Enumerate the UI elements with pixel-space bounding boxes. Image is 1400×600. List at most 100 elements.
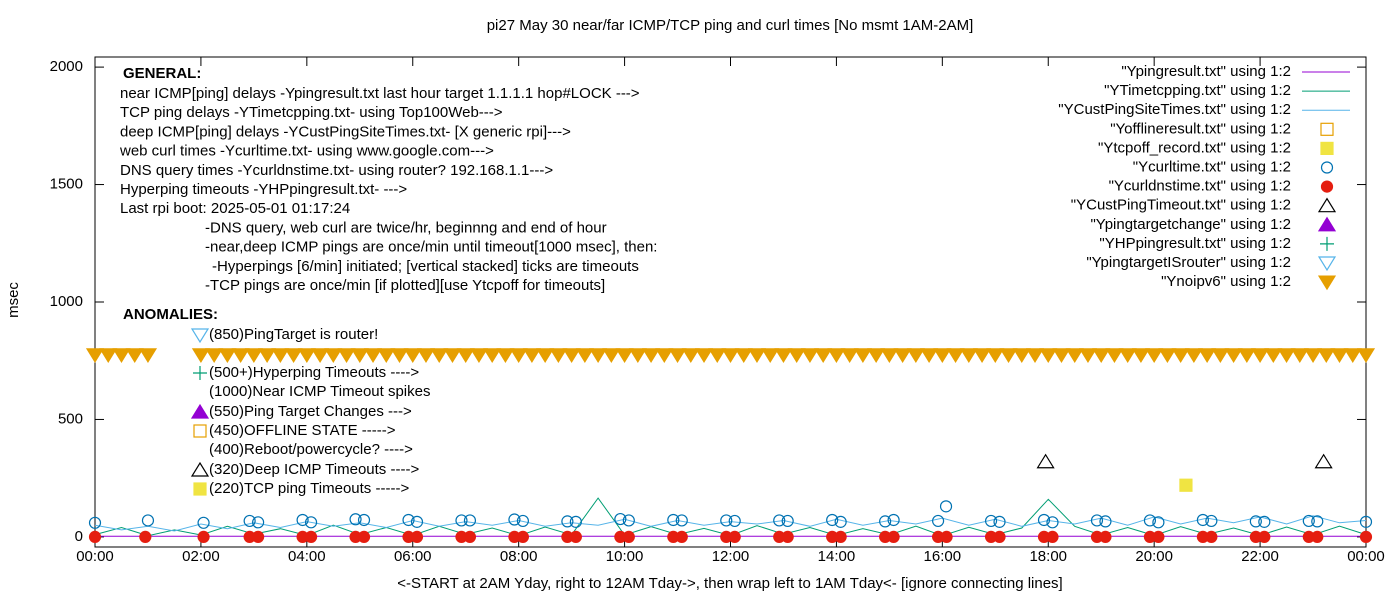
data-point: [310, 348, 330, 363]
data-point: [999, 348, 1018, 363]
data-point: [933, 348, 952, 363]
data-point: [1143, 514, 1157, 527]
x-tick-label: 20:00: [1135, 548, 1173, 565]
y-axis-label: msec: [5, 282, 22, 318]
data-point: [972, 348, 992, 363]
data-point: [443, 348, 462, 363]
data-point: [252, 516, 265, 529]
data-point: [853, 348, 872, 363]
data-point: [324, 348, 343, 363]
data-point: [569, 515, 582, 528]
anomaly-note: (550)Ping Target Changes --->: [209, 403, 412, 420]
data-point: [349, 513, 362, 526]
data-point: [1251, 348, 1270, 363]
data-point: [410, 515, 424, 528]
data-point: [675, 514, 688, 527]
legend-swatch: [1320, 161, 1334, 174]
data-point: [88, 516, 102, 529]
general-note: -TCP pings are once/min [if plotted][use…: [205, 277, 605, 294]
x-tick-label: 12:00: [712, 548, 750, 565]
data-point: [720, 514, 733, 527]
legend-swatch: [1317, 216, 1337, 232]
data-point: [761, 348, 780, 363]
data-point: [561, 515, 574, 528]
x-tick-label: 08:00: [500, 548, 538, 565]
data-point: [112, 348, 131, 363]
data-point: [231, 348, 250, 363]
data-point: [774, 348, 793, 363]
legend-swatch: [1320, 236, 1334, 251]
data-point: [708, 348, 727, 363]
legend-label: "YHPpingresult.txt" using 1:2: [1099, 235, 1291, 252]
data-point: [826, 513, 839, 527]
data-point: [667, 513, 680, 527]
data-point: [1099, 530, 1112, 543]
data-point: [1171, 348, 1190, 363]
data-point: [628, 348, 647, 363]
general-note: TCP ping delays -YTimetcpping.txt- using…: [120, 104, 503, 121]
y-tick-label: 500: [58, 410, 83, 427]
data-point: [1205, 514, 1218, 528]
data-point: [880, 348, 899, 363]
data-point: [1359, 530, 1373, 543]
data-point: [734, 348, 753, 363]
data-point: [536, 348, 555, 363]
data-point: [304, 530, 318, 543]
data-point: [456, 348, 475, 363]
data-point: [1314, 453, 1333, 469]
x-tick-label: 00:00: [1347, 548, 1385, 565]
x-tick-label: 00:00: [76, 548, 114, 565]
general-note: near ICMP[ping] delays -Ypingresult.txt …: [120, 85, 640, 102]
data-point: [773, 514, 786, 527]
data-point: [1277, 348, 1296, 363]
data-point: [1131, 348, 1151, 363]
data-point: [867, 348, 886, 363]
data-point: [357, 530, 371, 543]
general-note: deep ICMP[ping] delays -YCustPingSiteTim…: [120, 123, 571, 140]
data-point: [668, 348, 687, 363]
data-point: [191, 348, 210, 363]
data-point: [469, 348, 489, 363]
data-point: [377, 348, 396, 363]
data-point: [694, 348, 714, 363]
data-point: [993, 515, 1006, 528]
data-point: [721, 348, 740, 363]
data-point: [296, 513, 309, 527]
x-axis-label: <-START at 2AM Yday, right to 12AM Tday-…: [397, 575, 1062, 592]
data-point: [1065, 348, 1084, 363]
data-point: [463, 514, 477, 527]
data-point: [455, 514, 468, 527]
data-point: [403, 348, 422, 363]
data-point: [252, 530, 265, 543]
anomaly-note: (1000)Near ICMP Timeout spikes: [209, 383, 430, 400]
data-point: [1311, 530, 1324, 543]
data-point: [357, 513, 371, 527]
data-point: [1105, 348, 1124, 363]
data-point: [1205, 530, 1218, 543]
data-point: [1196, 513, 1209, 527]
anomaly-icon: [190, 328, 210, 344]
data-point: [622, 530, 635, 543]
data-point: [931, 514, 945, 528]
data-point: [1012, 348, 1031, 363]
general-note: DNS query times -Ycurldnstime.txt- using…: [120, 162, 553, 179]
data-point: [728, 514, 741, 528]
data-point: [834, 515, 847, 528]
general-note: Last rpi boot: 2025-05-01 01:17:24: [120, 200, 350, 217]
data-point: [284, 348, 303, 363]
data-point: [1224, 348, 1243, 363]
data-point: [781, 514, 794, 528]
data-point: [337, 348, 356, 363]
data-point: [840, 348, 859, 363]
legend-label: "Ycurltime.txt" using 1:2: [1133, 158, 1291, 175]
data-point: [787, 348, 806, 363]
data-point: [602, 348, 621, 363]
legend-swatch: [1320, 180, 1334, 193]
general-note: -near,deep ICMP pings are once/min until…: [205, 239, 657, 256]
legend-swatch: [1317, 256, 1337, 272]
data-point: [363, 348, 383, 363]
data-point: [430, 348, 449, 363]
legend-label: "YCustPingSiteTimes.txt" using 1:2: [1058, 101, 1291, 118]
data-point: [946, 348, 965, 363]
data-point: [939, 500, 953, 513]
